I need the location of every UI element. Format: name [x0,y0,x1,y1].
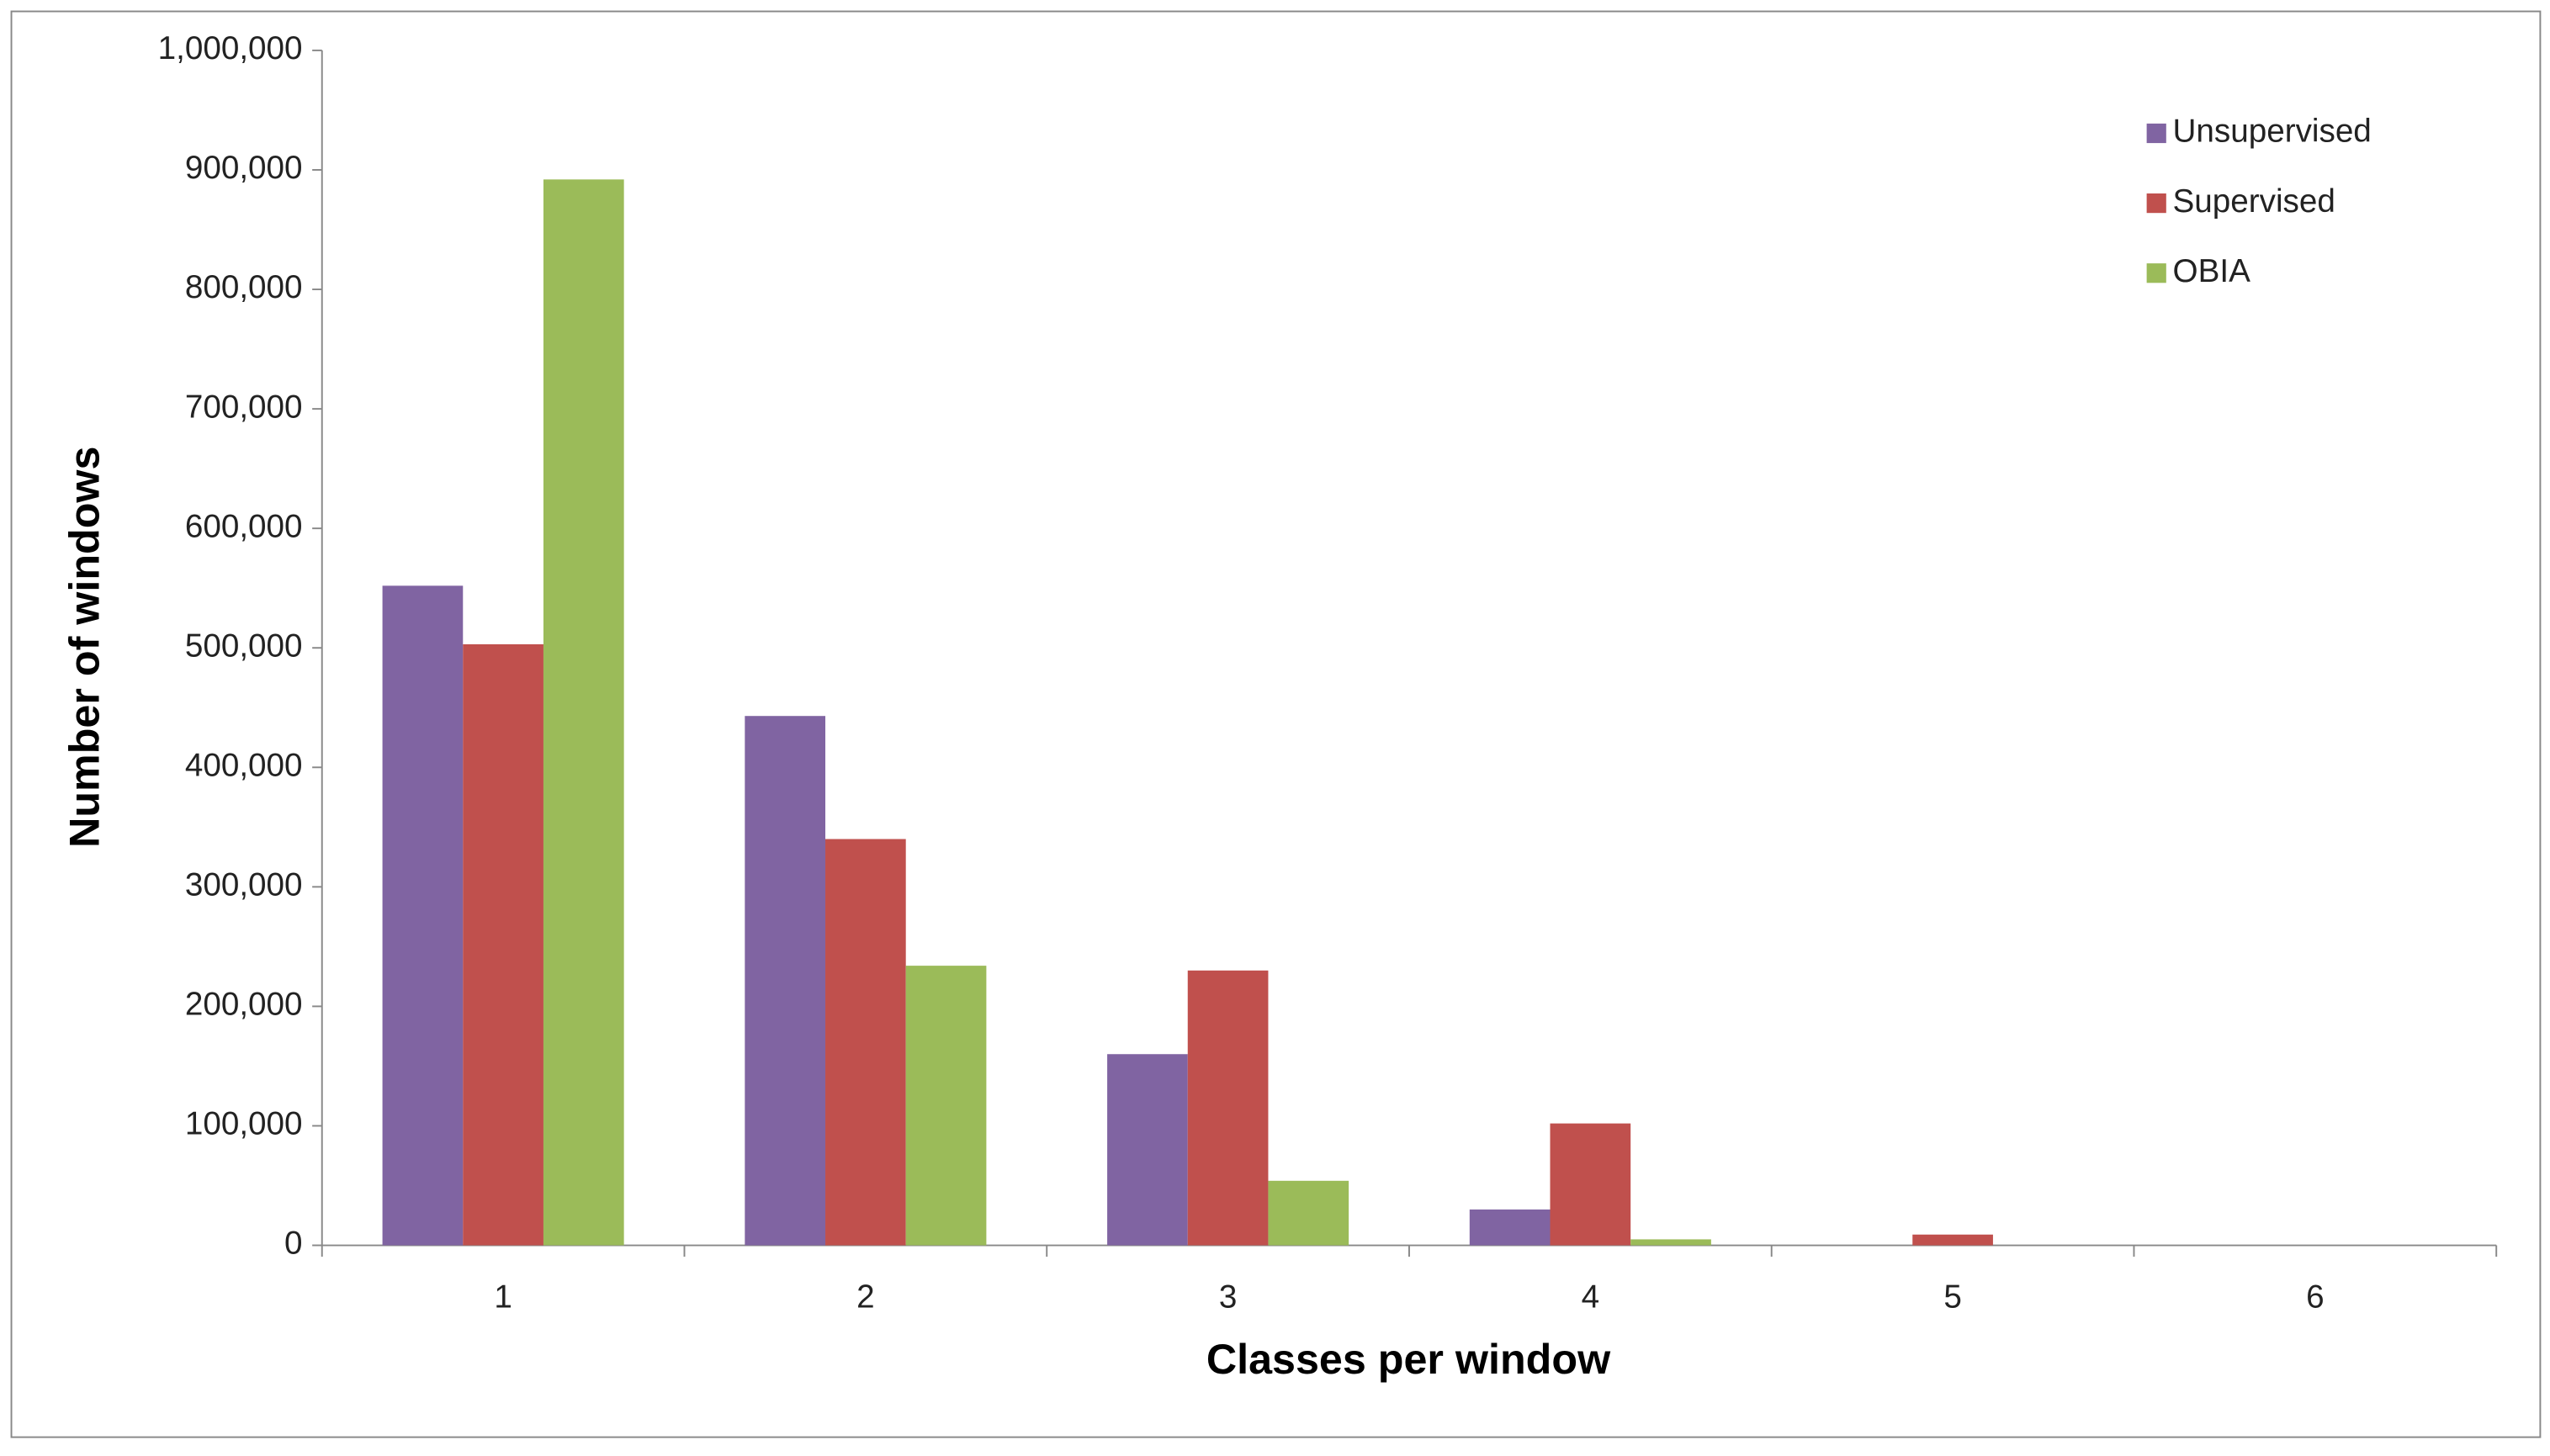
bar [543,179,624,1246]
bar [1107,1054,1188,1246]
x-axis-title: Classes per window [1206,1336,1611,1383]
legend-swatch [2146,263,2166,283]
y-tick-label: 400,000 [185,747,303,783]
bar [1187,970,1269,1246]
bar [463,643,543,1246]
y-tick-label: 700,000 [185,389,303,425]
legend-label: OBIA [2173,253,2251,289]
y-tick-label: 0 [284,1226,303,1262]
bar [1268,1180,1349,1246]
legend-label: Unsupervised [2173,114,2372,150]
y-tick-label: 200,000 [185,987,303,1023]
bar [1469,1209,1551,1246]
y-tick-label: 100,000 [185,1106,303,1142]
y-tick-label: 900,000 [185,150,303,186]
x-tick-label: 4 [1582,1279,1600,1316]
x-tick-label: 2 [856,1279,875,1316]
y-tick-label: 300,000 [185,867,303,903]
bar [1550,1123,1631,1246]
y-axis-title: Number of windows [61,447,109,848]
y-tick-label: 500,000 [185,627,303,664]
x-tick-label: 1 [494,1279,512,1316]
bar [1630,1239,1711,1246]
y-tick-label: 800,000 [185,269,303,305]
bar [382,585,464,1246]
legend-swatch [2146,123,2166,144]
bar [1912,1234,1993,1246]
x-tick-label: 6 [2306,1279,2325,1316]
y-tick-label: 1,000,000 [158,30,303,66]
bar [905,966,987,1246]
x-tick-label: 3 [1219,1279,1238,1316]
legend-label: Supervised [2173,183,2335,220]
x-tick-label: 5 [1943,1279,1962,1316]
legend-swatch [2146,193,2166,214]
bar [825,839,906,1246]
y-tick-label: 600,000 [185,508,303,544]
bar [745,716,826,1246]
